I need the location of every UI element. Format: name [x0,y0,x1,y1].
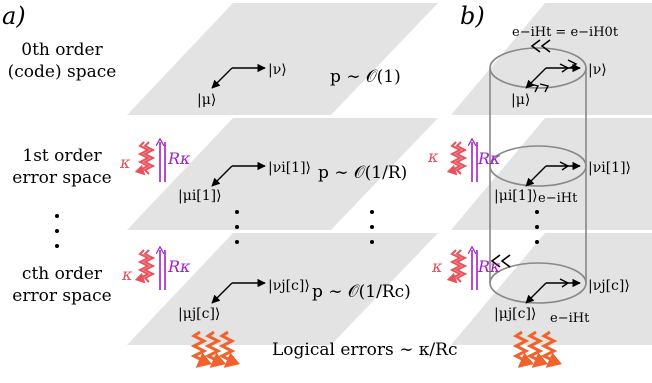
vectors-level-1 [211,161,266,187]
kappa-wave-b1b [454,141,468,175]
ket-mu-b-level-0: |μ⟩ [511,92,530,108]
plane-level-0-a [127,3,438,115]
Rkappa-label-a1: Rκ [167,149,191,168]
evolution-label-1: e−iHt [538,191,578,206]
kappa-label-b1: κ [427,147,439,166]
ket-nu-b-level-c: |νj[c]⟩ [588,278,630,294]
logical-error-waves-a [190,330,241,368]
ket-nu-level-0: |ν⟩ [268,62,287,78]
kappa-wave-bc [446,249,463,284]
ellipsis-dots-a [55,210,374,248]
vectors-b-level-0 [525,59,581,93]
plane-level-0-b [451,3,652,115]
level-1-name-line1: 1st order [22,146,102,166]
vectors-b-level-1 [525,161,581,187]
top-evolution-label: e−iHt = e−iH0t [512,25,619,40]
level-0-name-line1: 0th order [21,40,103,60]
ket-mu-level-c: |μj[c]⟩ [178,306,220,322]
ket-nu-b-level-1: |νi[1]⟩ [588,160,631,176]
ket-mu-b-level-c: |μj[c]⟩ [494,306,536,322]
ellipsis-dots-b [535,210,539,244]
Rkappa-arrow-b1 [472,142,478,182]
ket-nu-level-c: |νj[c]⟩ [268,278,310,294]
Rkappa-label-b1: Rκ [477,149,501,168]
Rkappa-arrow-bc [472,250,478,290]
panel-b-label: b) [460,2,485,30]
rotation-chevrons [490,39,551,268]
vectors-level-0 [211,63,266,89]
level-c-name-line2: error space [12,286,111,306]
vectors-level-c [211,278,266,304]
ket-mu-b-level-1: |μi[1]⟩ [494,188,538,204]
ket-nu-b-level-0: |ν⟩ [588,62,607,78]
logical-error-waves-b [512,330,563,368]
prob-level-1: p ∼ 𝒪(1/R) [318,163,407,183]
ket-nu-level-1: |νi[1]⟩ [268,160,311,176]
kappa-wave-a1b [142,141,156,175]
kappa-wave-bcb [454,249,468,283]
kappa-label-bc: κ [431,257,443,276]
Rkappa-label-bc: Rκ [477,257,501,276]
plane-level-1-a [127,118,438,230]
level-1-name-line2: error space [12,168,111,188]
panel-a-label: a) [2,2,26,30]
level-0-name-line2: (code) space [8,62,117,82]
kappa-wave-ac [134,249,151,284]
plane-level-1-b [451,118,652,230]
kappa-wave-a1 [134,141,151,176]
plane-level-c-a [127,233,438,345]
Rkappa-arrow-ac [160,250,166,290]
kappa-wave-b1 [446,141,463,176]
Rkappa-arrow-a1 [160,142,166,182]
prob-level-c: p ∼ 𝒪(1/Rc) [312,282,411,302]
kappa-label-ac: κ [121,265,133,284]
ket-mu-level-0: |μ⟩ [197,92,216,108]
ket-mu-level-1: |μi[1]⟩ [178,188,222,204]
evolution-label-c: e−iHt [550,311,590,326]
kappa-wave-acb [142,249,156,283]
prob-level-0: p ∼ 𝒪(1) [330,67,401,87]
logical-errors-label: Logical errors ∼ κ/Rc [272,340,457,360]
cylinder [489,47,587,304]
plane-level-c-b [451,233,652,345]
level-c-name-line1: cth order [22,264,103,284]
vectors-b-level-c [525,278,581,304]
kappa-label-a1: κ [119,153,131,172]
Rkappa-label-ac: Rκ [167,257,191,276]
